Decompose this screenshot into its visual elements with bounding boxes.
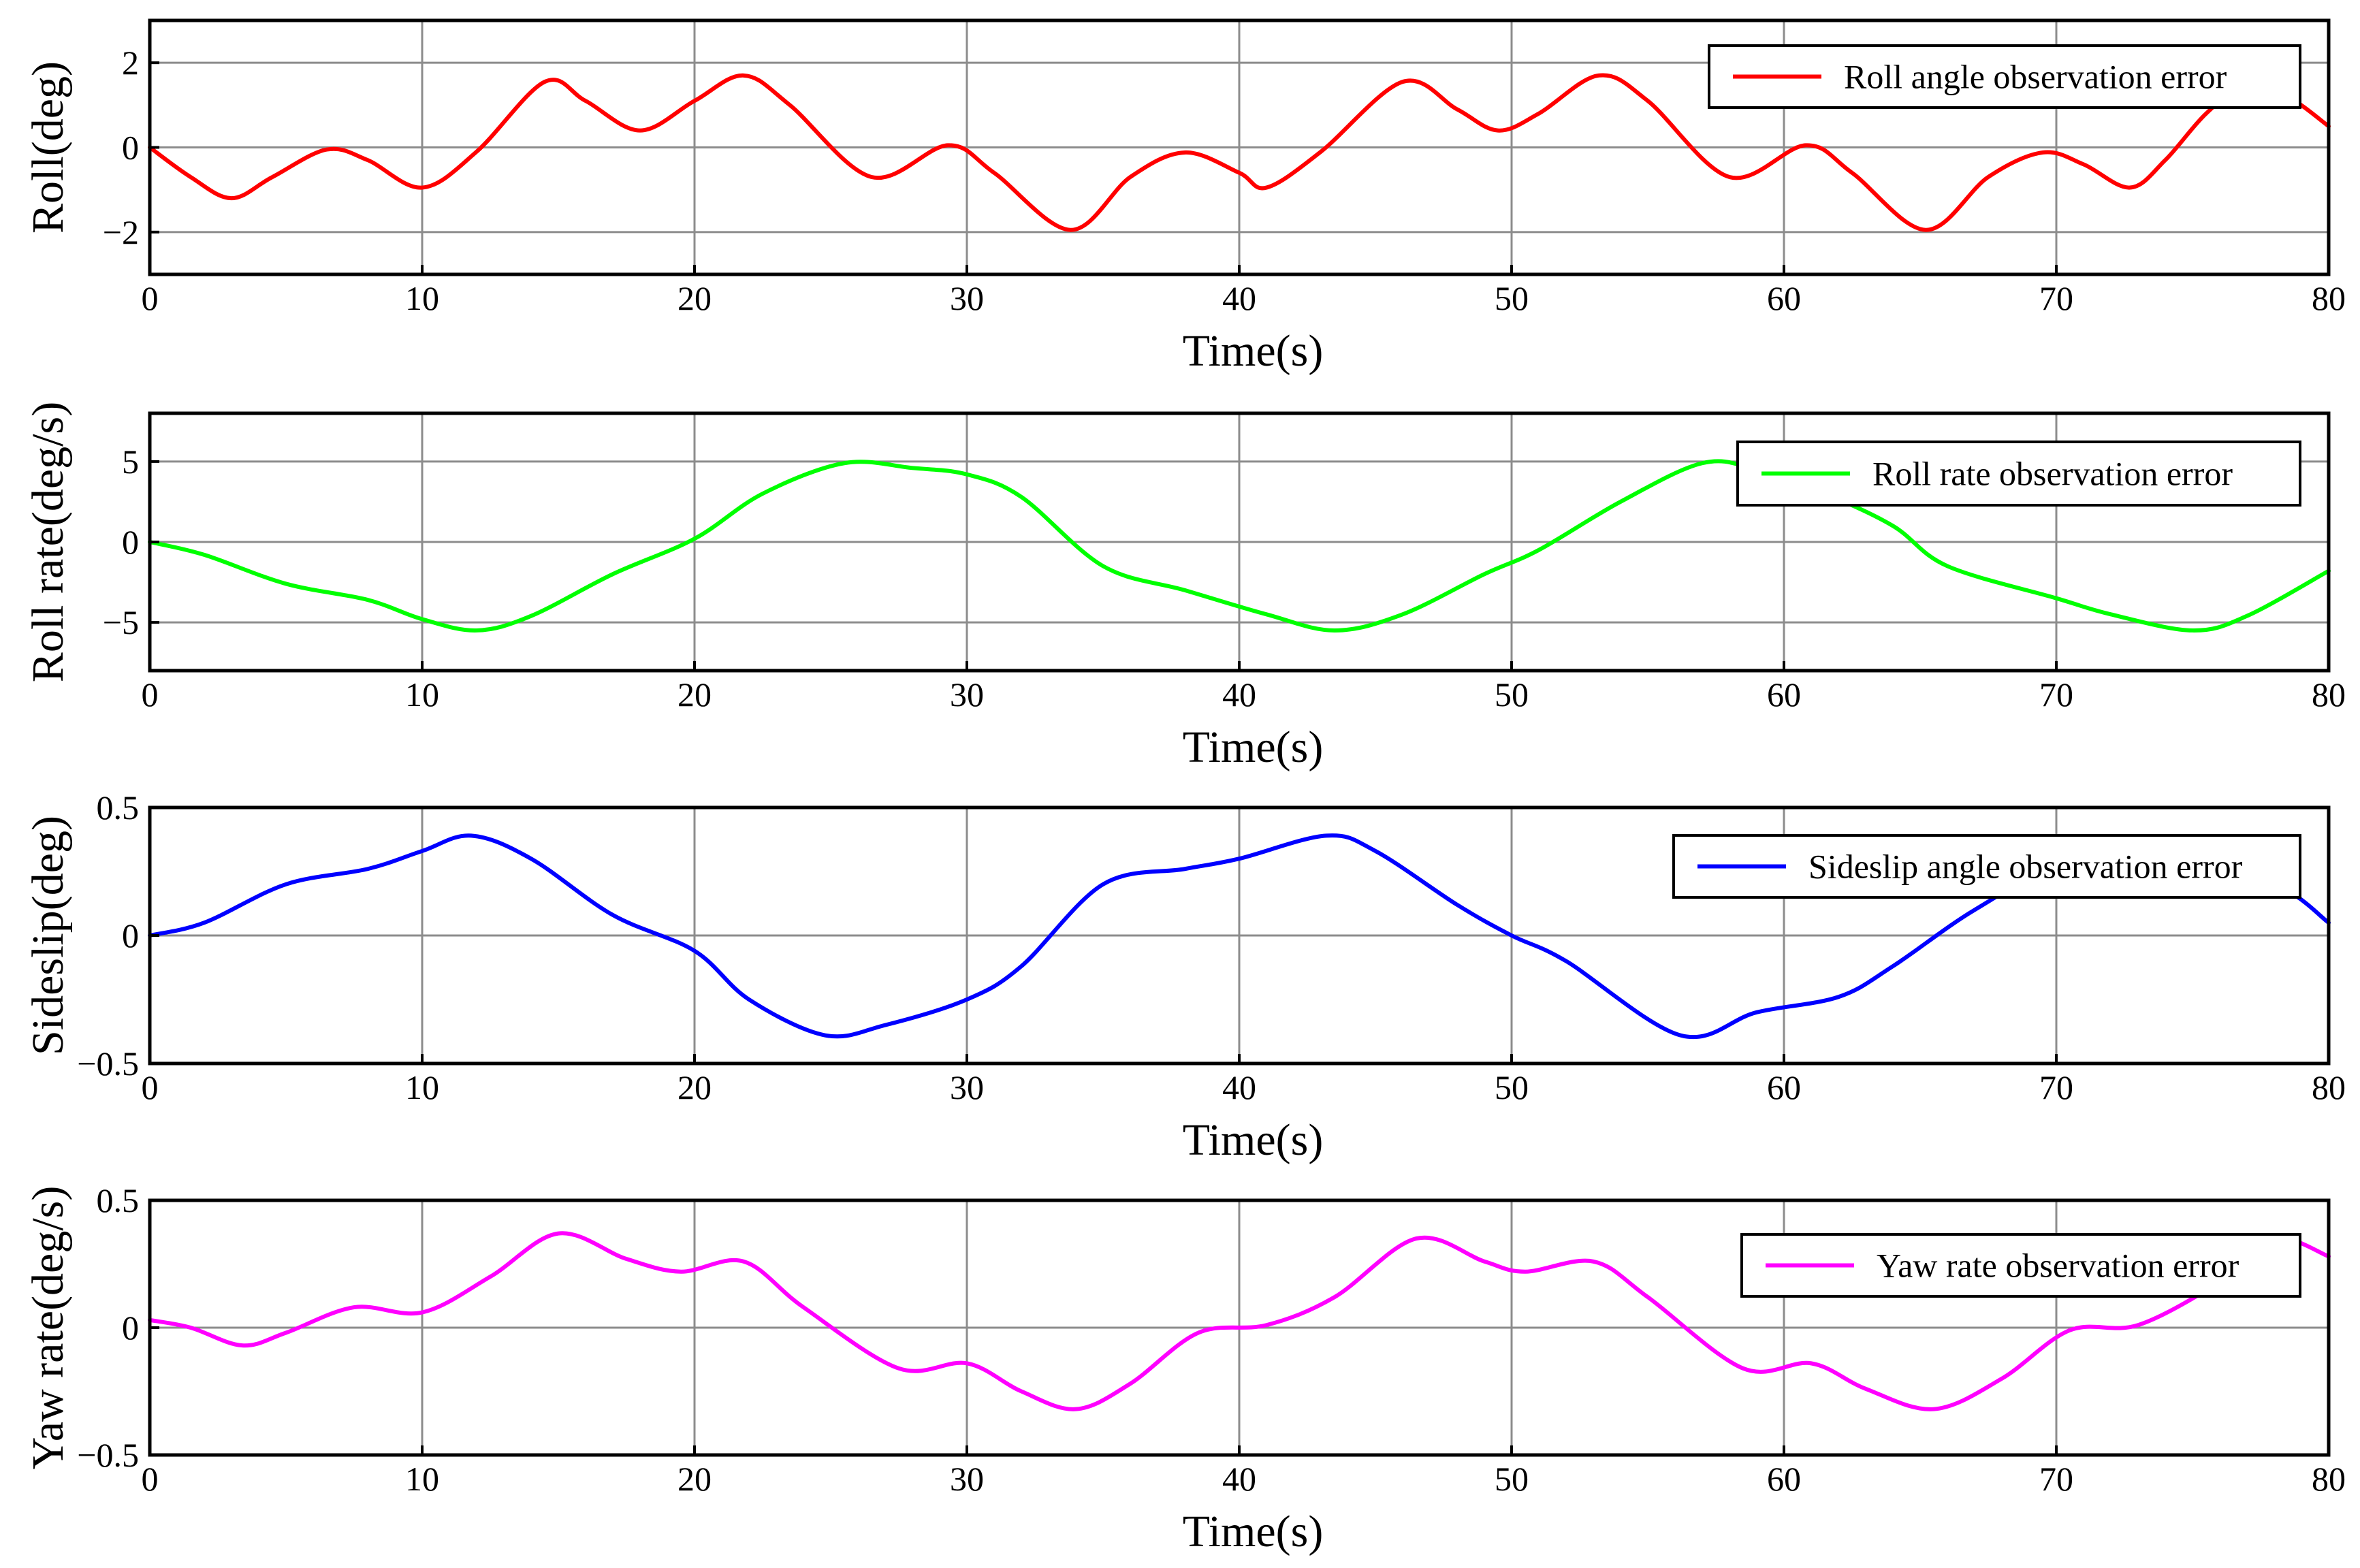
sideslip-xtick-label-20: 20	[677, 1068, 712, 1106]
roll-rate-xtick-label-0: 0	[142, 675, 159, 714]
sideslip-ytick-label-2: 0.5	[97, 788, 140, 827]
sideslip-xtick-label-0: 0	[142, 1068, 159, 1106]
yaw-rate-series-line	[148, 1231, 2331, 1411]
roll-angle-xtick-label-0: 0	[142, 279, 159, 317]
sideslip-xtick-label-30: 30	[950, 1068, 984, 1106]
yaw-rate-legend: Yaw rate observation error	[1740, 1233, 2301, 1298]
yaw-rate-xtick-label-50: 50	[1495, 1460, 1529, 1498]
roll-rate-y-axis-label: Roll rate(deg/s)	[23, 402, 73, 682]
yaw-rate-xtick-label-60: 60	[1767, 1460, 1801, 1498]
roll-angle-xtick-label-50: 50	[1495, 279, 1529, 317]
roll-rate-legend-label: Roll rate observation error	[1872, 455, 2233, 493]
yaw-rate-y-axis-label: Yaw rate(deg/s)	[23, 1186, 73, 1470]
sideslip-panel: 0 10 20 30 40 50 60 70 80−0.500.5Time(s)Sideslip…	[23, 788, 2346, 1165]
sideslip-xtick-label-50: 50	[1495, 1068, 1529, 1106]
yaw-rate-xtick-label-80: 80	[2312, 1460, 2346, 1498]
yaw-rate-ytick-label-0: −0.5	[77, 1436, 139, 1474]
roll-angle-ytick-label-0: −2	[103, 213, 139, 251]
yaw-rate-x-axis-label: Time(s)	[1183, 1507, 1324, 1556]
yaw-rate-xtick-label-30: 30	[950, 1460, 984, 1498]
sideslip-y-axis-label: Sideslip(deg)	[23, 816, 73, 1055]
roll-rate-x-axis-label: Time(s)	[1183, 722, 1324, 772]
yaw-rate-xtick-label-0: 0	[142, 1460, 159, 1498]
roll-rate-ytick-label-2: 5	[122, 443, 139, 481]
roll-rate-xtick-label-70: 70	[2039, 675, 2073, 714]
roll-angle-xtick-label-70: 70	[2039, 279, 2073, 317]
sideslip-xtick-label-70: 70	[2039, 1068, 2073, 1106]
sideslip-legend-label: Sideslip angle observation error	[1808, 848, 2243, 886]
roll-angle-legend: Roll angle observation error	[1708, 44, 2301, 109]
roll-angle-legend-label: Roll angle observation error	[1844, 58, 2227, 96]
roll-rate-ytick-label-0: −5	[103, 603, 139, 641]
roll-angle-ytick-label-1: 0	[122, 129, 139, 167]
yaw-rate-xtick-label-20: 20	[677, 1460, 712, 1498]
sideslip-x-axis-label: Time(s)	[1183, 1115, 1324, 1165]
sideslip-series-line	[148, 833, 2331, 1040]
sideslip-xtick-label-60: 60	[1767, 1068, 1801, 1106]
sideslip-ytick-label-1: 0	[122, 916, 139, 955]
roll-rate-xtick-label-60: 60	[1767, 675, 1801, 714]
roll-angle-xtick-label-40: 40	[1222, 279, 1256, 317]
roll-rate-series-line	[148, 459, 2331, 633]
yaw-rate-ytick-label-2: 0.5	[97, 1181, 140, 1219]
sideslip-ytick-label-0: −0.5	[77, 1044, 139, 1083]
roll-rate-xtick-label-10: 10	[405, 675, 439, 714]
roll-angle-xtick-label-60: 60	[1767, 279, 1801, 317]
roll-rate-legend: Roll rate observation error	[1736, 441, 2301, 507]
roll-angle-xtick-label-80: 80	[2312, 279, 2346, 317]
sideslip-xtick-label-10: 10	[405, 1068, 439, 1106]
roll-angle-xtick-label-30: 30	[950, 279, 984, 317]
roll-rate-xtick-label-40: 40	[1222, 675, 1256, 714]
roll-angle-xtick-label-10: 10	[405, 279, 439, 317]
yaw-rate-xtick-label-10: 10	[405, 1460, 439, 1498]
yaw-rate-legend-label: Yaw rate observation error	[1877, 1247, 2239, 1285]
roll-angle-ytick-label-2: 2	[122, 44, 139, 82]
roll-angle-x-axis-label: Time(s)	[1183, 326, 1324, 376]
sideslip-xtick-label-40: 40	[1222, 1068, 1256, 1106]
yaw-rate-ytick-label-1: 0	[122, 1309, 139, 1347]
yaw-rate-xtick-label-70: 70	[2039, 1460, 2073, 1498]
roll-angle-xtick-label-20: 20	[677, 279, 712, 317]
roll-rate-xtick-label-50: 50	[1495, 675, 1529, 714]
roll-rate-xtick-label-20: 20	[677, 675, 712, 714]
roll-angle-series-line	[148, 73, 2331, 232]
sideslip-legend: Sideslip angle observation error	[1672, 834, 2301, 899]
roll-rate-xtick-label-30: 30	[950, 675, 984, 714]
roll-rate-xtick-label-80: 80	[2312, 675, 2346, 714]
sideslip-xtick-label-80: 80	[2312, 1068, 2346, 1106]
roll-angle-y-axis-label: Roll(deg)	[23, 61, 73, 234]
roll-rate-ytick-label-1: 0	[122, 523, 139, 561]
yaw-rate-xtick-label-40: 40	[1222, 1460, 1256, 1498]
